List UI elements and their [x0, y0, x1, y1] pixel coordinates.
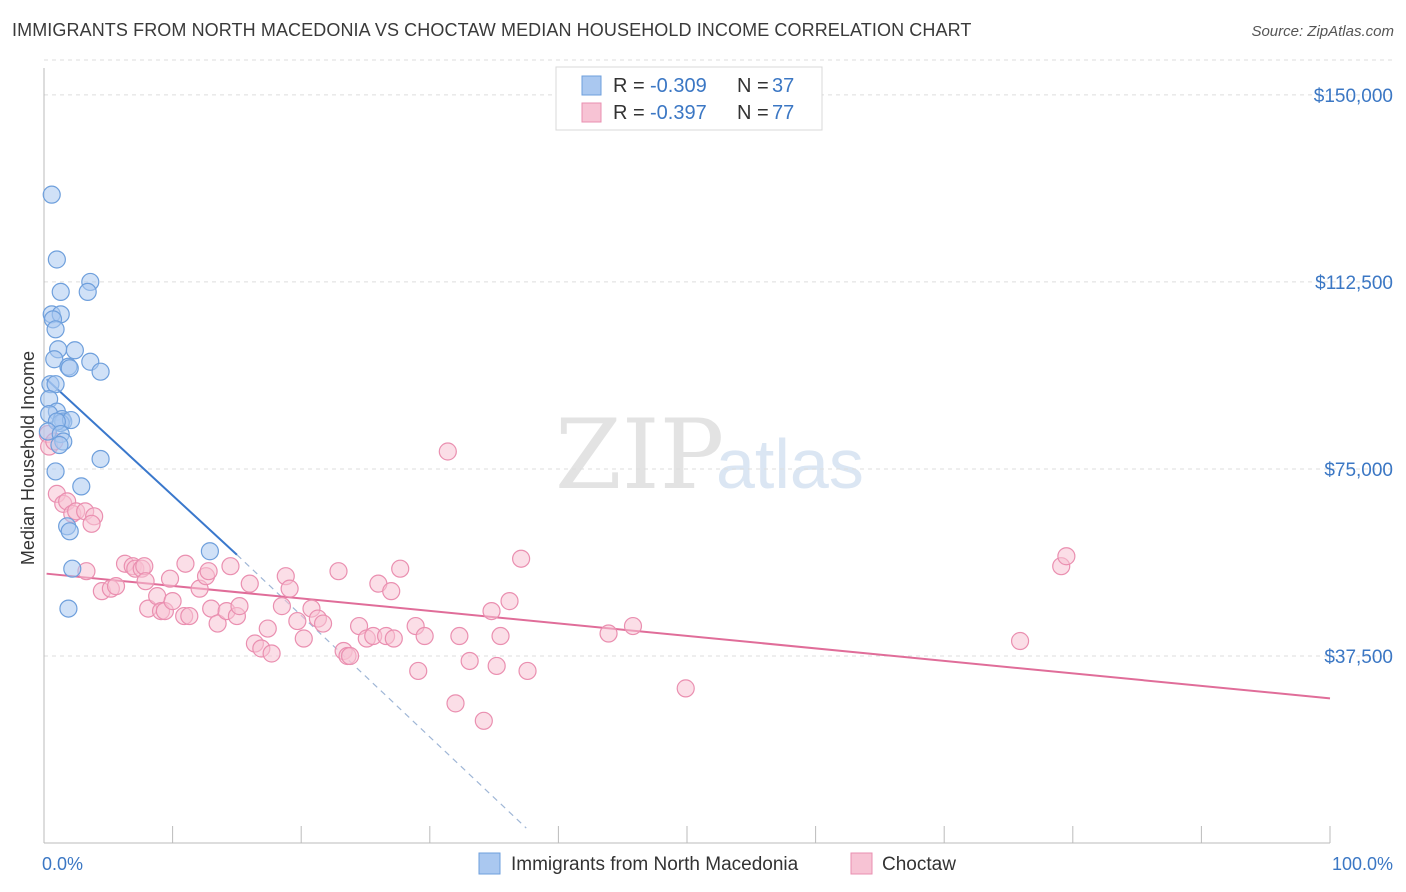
gridlines [44, 59, 1394, 657]
north-macedonia-point-30 [46, 462, 65, 481]
north-macedonia-point-37 [200, 542, 219, 561]
north-macedonia-point-32 [72, 477, 91, 496]
choctaw-point-72 [482, 601, 501, 621]
north-macedonia-point-29 [50, 435, 69, 455]
choctaw-point-42 [258, 619, 277, 638]
choctaw-point-78 [599, 624, 618, 643]
choctaw-point-81 [1010, 631, 1030, 651]
north-macedonia-point-36 [59, 599, 78, 618]
legend-n-label-pink: N = [737, 102, 769, 124]
choctaw-point-67 [438, 442, 457, 461]
choctaw-point-32 [199, 562, 218, 581]
choctaw-point-80 [676, 679, 695, 698]
choctaw-point-25 [160, 569, 180, 588]
y-tick-labels: $37,500 $75,000 $112,500 $150,000 [1314, 86, 1393, 668]
north-macedonia-point-14 [60, 359, 79, 378]
chart-title: IMMIGRANTS FROM NORTH MACEDONIA VS CHOCT… [12, 20, 972, 40]
legend-n-value-pink: 77 [772, 102, 794, 124]
choctaw-trend-line [46, 572, 1331, 700]
choctaw-point-38 [230, 597, 249, 616]
legend-r-label-blue: R = [613, 75, 645, 97]
x-tick-label-0: 0.0% [42, 854, 83, 874]
choctaw-point-52 [329, 562, 348, 581]
legend-r-value-pink: -0.397 [650, 102, 707, 124]
north-macedonia-point-3 [51, 282, 70, 302]
choctaw-point-34 [208, 614, 227, 633]
north-macedonia-point-1 [47, 250, 66, 269]
legend-swatch-pink [581, 102, 602, 123]
choctaw-point-48 [294, 629, 313, 648]
y-tick-label-0: $37,500 [1324, 647, 1393, 668]
north-macedonia-point-10 [65, 341, 84, 360]
choctaw-point-36 [221, 557, 240, 576]
choctaw-point-83 [1057, 547, 1076, 566]
choctaw-points [38, 424, 1076, 730]
choctaw-point-39 [240, 574, 259, 593]
choctaw-point-74 [491, 626, 510, 646]
choctaw-point-71 [474, 711, 493, 730]
choctaw-point-62 [384, 629, 403, 648]
choctaw-point-19 [135, 557, 154, 576]
watermark-atlas: atlas [716, 425, 864, 503]
north-macedonia-trend-line [45, 378, 238, 556]
choctaw-point-47 [288, 611, 307, 631]
north-macedonia-point-31 [91, 449, 110, 469]
choctaw-point-55 [340, 646, 360, 666]
choctaw-point-10 [82, 514, 101, 533]
north-macedonia-point-34 [60, 522, 79, 541]
choctaw-point-70 [460, 651, 479, 671]
legend-r-value-blue: -0.309 [650, 75, 707, 97]
choctaw-point-63 [391, 559, 410, 578]
north-macedonia-point-35 [63, 559, 82, 578]
north-macedonia-point-17 [46, 375, 65, 394]
legend-swatch-blue [581, 75, 602, 96]
legend-bottom-swatch-pink [850, 852, 873, 875]
legend-top: R = -0.309 N = 37 R = -0.397 N = 77 [555, 66, 823, 131]
legend-r-label-pink: R = [613, 102, 645, 124]
choctaw-point-65 [409, 661, 428, 681]
north-macedonia-point-11 [45, 350, 64, 369]
legend-n-label-blue: N = [737, 75, 769, 97]
choctaw-point-26 [163, 592, 182, 611]
choctaw-point-73 [487, 656, 506, 676]
choctaw-point-69 [450, 626, 469, 646]
legend-bottom-label-pink: Choctaw [882, 854, 956, 875]
source-label: Source: ZipAtlas.com [1251, 23, 1394, 40]
choctaw-point-20 [136, 572, 155, 591]
north-macedonia-point-8 [46, 320, 65, 339]
choctaw-point-75 [500, 592, 519, 611]
choctaw-point-51 [313, 614, 333, 633]
north-macedonia-point-15 [91, 362, 110, 381]
y-tick-label-3: $150,000 [1314, 86, 1393, 107]
y-axis-title: Median Household Income [18, 351, 38, 565]
north-macedonia-points [38, 185, 219, 618]
choctaw-point-77 [518, 661, 537, 681]
choctaw-point-28 [176, 554, 195, 573]
choctaw-point-29 [180, 606, 199, 626]
choctaw-point-66 [415, 626, 434, 646]
legend-bottom-label-blue: Immigrants from North Macedonia [511, 854, 799, 875]
choctaw-point-61 [382, 582, 401, 601]
x-tick-label-1: 100.0% [1332, 854, 1393, 874]
choctaw-point-76 [512, 549, 531, 568]
choctaw-point-14 [106, 577, 126, 596]
choctaw-point-46 [280, 579, 299, 598]
choctaw-point-43 [262, 644, 281, 663]
choctaw-point-68 [446, 694, 465, 713]
north-macedonia-point-0 [42, 185, 61, 204]
choctaw-point-44 [272, 597, 292, 616]
north-macedonia-point-4 [78, 282, 97, 302]
legend-bottom: Immigrants from North Macedonia Choctaw [478, 852, 956, 875]
choctaw-point-79 [623, 616, 643, 636]
y-tick-label-2: $112,500 [1315, 273, 1393, 294]
legend-n-value-blue: 37 [772, 75, 794, 97]
x-tick-labels: 0.0% 100.0% [42, 854, 1393, 874]
watermark-zip: ZIP [555, 399, 724, 511]
y-tick-label-1: $75,000 [1324, 460, 1393, 481]
choctaw-point-22 [148, 587, 167, 606]
legend-bottom-swatch-blue [478, 852, 501, 875]
